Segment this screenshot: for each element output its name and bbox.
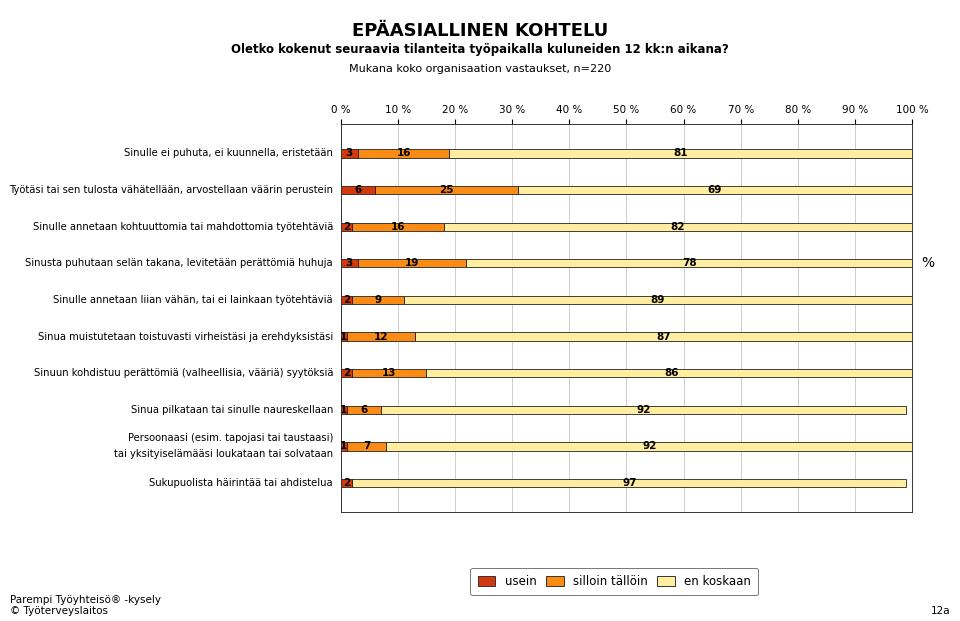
Bar: [341, 222, 352, 231]
Bar: [415, 332, 912, 341]
Text: 12: 12: [373, 332, 388, 342]
Text: 82: 82: [670, 222, 685, 232]
Text: 3: 3: [346, 258, 353, 268]
Bar: [449, 150, 912, 158]
Bar: [341, 332, 347, 341]
Text: 1: 1: [340, 405, 348, 415]
Text: 16: 16: [391, 222, 405, 232]
Text: 1: 1: [340, 442, 348, 451]
Bar: [341, 369, 352, 378]
Text: Parempi Työyhteisö® -kysely: Parempi Työyhteisö® -kysely: [10, 596, 160, 605]
Bar: [341, 442, 347, 451]
Text: %: %: [922, 256, 935, 270]
Text: © Työterveyslaitos: © Työterveyslaitos: [10, 606, 108, 616]
Bar: [426, 369, 918, 378]
Bar: [341, 406, 347, 414]
Bar: [352, 479, 906, 487]
Text: tai yksityiselämääsi loukataan tai solvataan: tai yksityiselämääsi loukataan tai solva…: [114, 450, 333, 460]
Bar: [352, 296, 403, 304]
Bar: [341, 150, 358, 158]
Text: 92: 92: [636, 405, 651, 415]
Text: 6: 6: [354, 185, 362, 195]
Text: 25: 25: [440, 185, 454, 195]
Text: Sinulle annetaan liian vähän, tai ei lainkaan työtehtäviä: Sinulle annetaan liian vähän, tai ei lai…: [54, 295, 333, 305]
Text: 78: 78: [682, 258, 697, 268]
Text: 2: 2: [343, 295, 350, 305]
Text: 7: 7: [363, 442, 371, 451]
Bar: [352, 369, 426, 378]
Text: Sukupuolista häirintää tai ahdistelua: Sukupuolista häirintää tai ahdistelua: [150, 478, 333, 488]
Bar: [341, 479, 352, 487]
Text: 1: 1: [340, 332, 348, 342]
Text: 86: 86: [665, 368, 680, 378]
Text: EPÄASIALLINEN KOHTELU: EPÄASIALLINEN KOHTELU: [352, 22, 608, 40]
Text: 81: 81: [673, 148, 688, 158]
Text: Sinua pilkataan tai sinulle naureskellaan: Sinua pilkataan tai sinulle naureskellaa…: [131, 405, 333, 415]
Text: Sinulle ei puhuta, ei kuunnella, eristetään: Sinulle ei puhuta, ei kuunnella, eristet…: [124, 148, 333, 158]
Text: 92: 92: [642, 442, 657, 451]
Text: Sinuun kohdistuu perättömiä (valheellisia, vääriä) syytöksiä: Sinuun kohdistuu perättömiä (valheellisi…: [34, 368, 333, 378]
Bar: [358, 259, 467, 268]
Bar: [517, 186, 912, 194]
Text: 2: 2: [343, 478, 350, 488]
Bar: [341, 186, 375, 194]
Text: 13: 13: [382, 368, 396, 378]
Text: 97: 97: [622, 478, 636, 488]
Bar: [381, 406, 906, 414]
Text: 2: 2: [343, 222, 350, 232]
Text: 6: 6: [360, 405, 368, 415]
Bar: [347, 406, 381, 414]
Text: Oletko kokenut seuraavia tilanteita työpaikalla kuluneiden 12 kk:n aikana?: Oletko kokenut seuraavia tilanteita työp…: [231, 43, 729, 57]
Bar: [347, 332, 415, 341]
Text: Työtäsi tai sen tulosta vähätellään, arvostellaan väärin perustein: Työtäsi tai sen tulosta vähätellään, arv…: [10, 185, 333, 195]
Text: 16: 16: [396, 148, 411, 158]
Bar: [444, 222, 912, 231]
Bar: [467, 259, 912, 268]
Bar: [352, 222, 444, 231]
Bar: [403, 296, 912, 304]
Text: 87: 87: [657, 332, 671, 342]
Text: Sinua muistutetaan toistuvasti virheistäsi ja erehdyksistäsi: Sinua muistutetaan toistuvasti virheistä…: [37, 332, 333, 342]
Bar: [347, 442, 387, 451]
Text: 2: 2: [343, 368, 350, 378]
Text: Sinusta puhutaan selän takana, levitetään perättömiä huhuja: Sinusta puhutaan selän takana, levitetää…: [26, 258, 333, 268]
Bar: [387, 442, 912, 451]
Text: Sinulle annetaan kohtuuttomia tai mahdottomia työtehtäviä: Sinulle annetaan kohtuuttomia tai mahdot…: [33, 222, 333, 232]
Text: 89: 89: [651, 295, 665, 305]
Text: 19: 19: [405, 258, 420, 268]
Bar: [375, 186, 517, 194]
Bar: [341, 259, 358, 268]
Text: Mukana koko organisaation vastaukset, n=220: Mukana koko organisaation vastaukset, n=…: [348, 64, 612, 74]
Text: 12a: 12a: [931, 606, 950, 616]
Text: 3: 3: [346, 148, 353, 158]
Text: Persoonaasi (esim. tapojasi tai taustaasi): Persoonaasi (esim. tapojasi tai taustaas…: [128, 433, 333, 443]
Text: 9: 9: [374, 295, 381, 305]
Legend: usein, silloin tällöin, en koskaan: usein, silloin tällöin, en koskaan: [470, 568, 758, 595]
Text: 69: 69: [708, 185, 722, 195]
Bar: [358, 150, 449, 158]
Bar: [341, 296, 352, 304]
